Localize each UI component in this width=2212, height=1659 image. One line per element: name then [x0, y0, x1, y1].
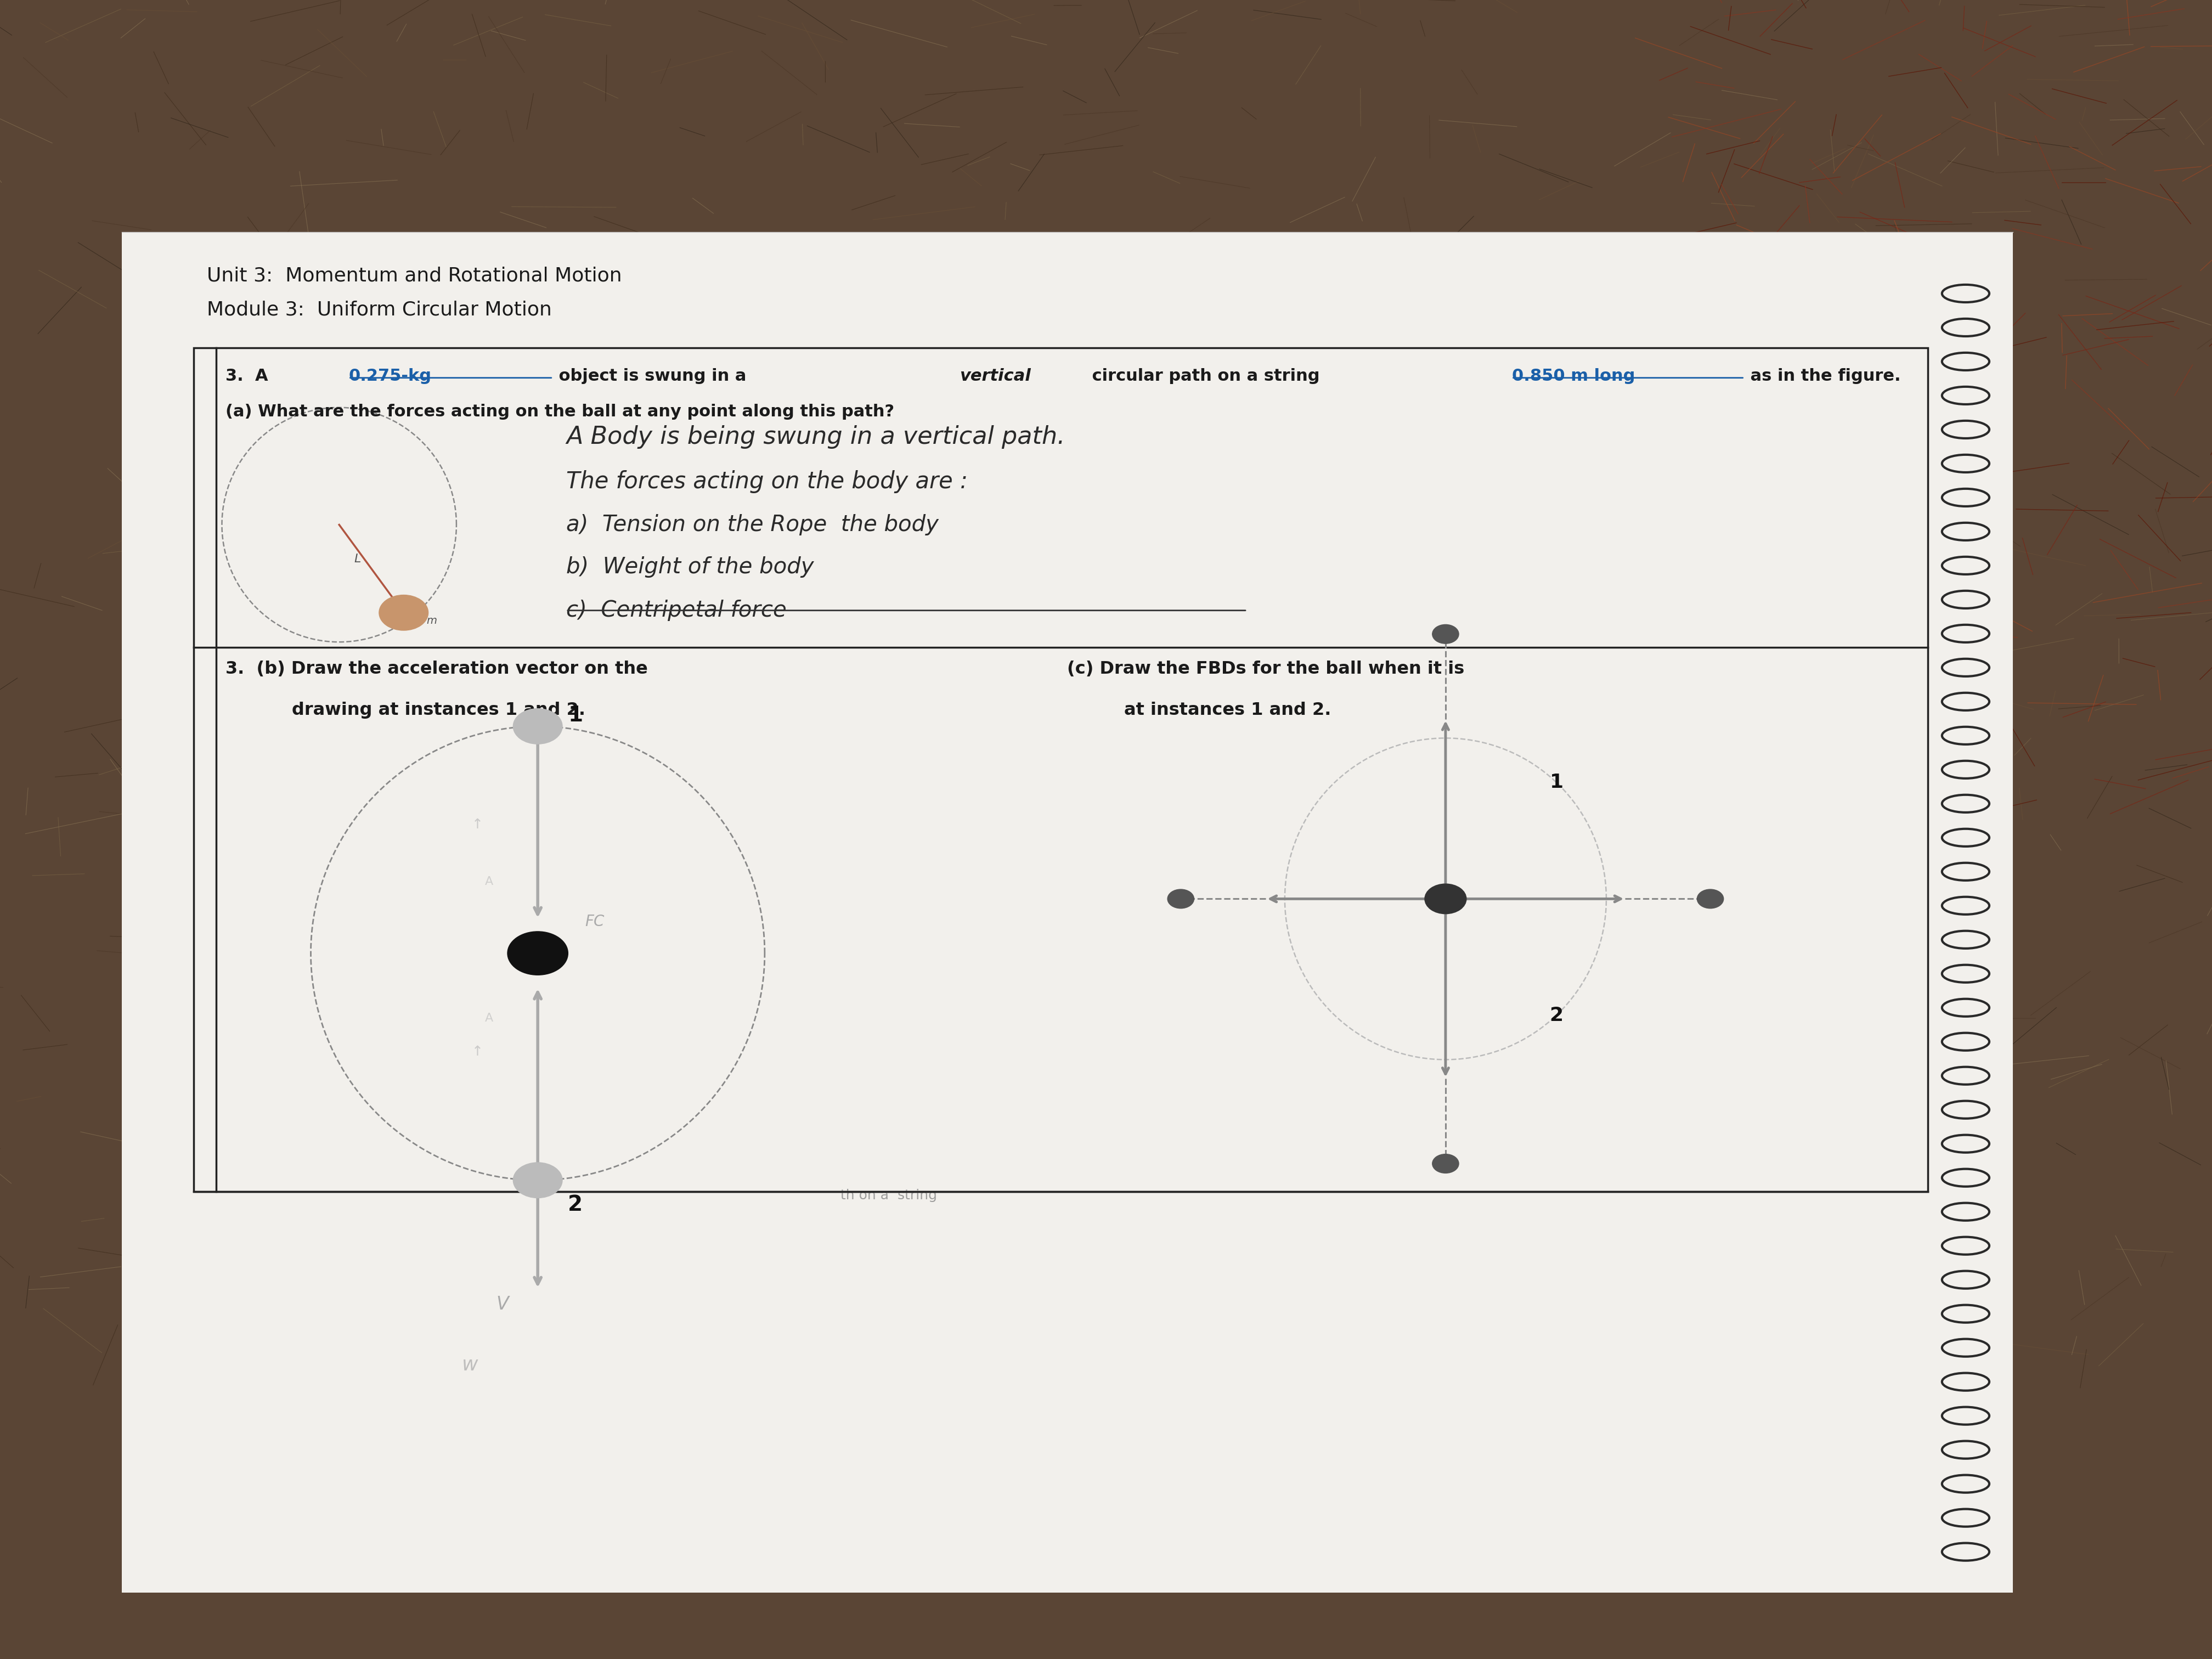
- Text: b)  Weight of the body: b) Weight of the body: [566, 556, 814, 577]
- Text: ↑: ↑: [471, 1045, 482, 1058]
- Circle shape: [1425, 884, 1467, 914]
- Text: 2: 2: [1551, 1007, 1564, 1025]
- Circle shape: [513, 708, 562, 743]
- Text: w: w: [462, 1355, 478, 1375]
- Text: circular path on a string: circular path on a string: [1086, 368, 1325, 385]
- Circle shape: [513, 1163, 562, 1198]
- Text: 0.850 m long: 0.850 m long: [1511, 368, 1635, 385]
- Text: The forces acting on the body are :: The forces acting on the body are :: [566, 471, 967, 493]
- Text: Module 3:  Uniform Circular Motion: Module 3: Uniform Circular Motion: [206, 300, 551, 319]
- Text: as in the figure.: as in the figure.: [1745, 368, 1900, 385]
- Text: ↑: ↑: [471, 818, 482, 831]
- Text: 1: 1: [568, 705, 584, 727]
- Circle shape: [1168, 889, 1194, 909]
- FancyBboxPatch shape: [122, 232, 2013, 1593]
- Text: Unit 3:  Momentum and Rotational Motion: Unit 3: Momentum and Rotational Motion: [206, 267, 622, 285]
- Text: L: L: [354, 554, 361, 564]
- Circle shape: [378, 596, 429, 630]
- Text: drawing at instances 1 and 2.: drawing at instances 1 and 2.: [292, 702, 586, 718]
- Circle shape: [1433, 624, 1458, 644]
- Text: 0.275-kg: 0.275-kg: [349, 368, 431, 385]
- Text: object is swung in a: object is swung in a: [553, 368, 752, 385]
- Text: at instances 1 and 2.: at instances 1 and 2.: [1124, 702, 1332, 718]
- Text: th on a  string: th on a string: [841, 1188, 938, 1201]
- Circle shape: [1697, 889, 1723, 909]
- Text: A Body is being swung in a vertical path.: A Body is being swung in a vertical path…: [566, 425, 1064, 450]
- Text: 1: 1: [1551, 773, 1564, 791]
- Text: A: A: [484, 876, 493, 888]
- Circle shape: [1433, 1155, 1458, 1173]
- Text: vertical: vertical: [960, 368, 1031, 385]
- Text: 3.  (b) Draw the acceleration vector on the: 3. (b) Draw the acceleration vector on t…: [226, 660, 648, 679]
- Text: FC: FC: [584, 914, 604, 929]
- Text: (a) What are the forces acting on the ball at any point along this path?: (a) What are the forces acting on the ba…: [226, 403, 894, 420]
- Text: 3.  A: 3. A: [226, 368, 274, 385]
- Text: A: A: [484, 1012, 493, 1024]
- Text: (c) Draw the FBDs for the ball when it is: (c) Draw the FBDs for the ball when it i…: [1068, 660, 1464, 679]
- Text: V: V: [495, 1296, 509, 1314]
- Text: m: m: [427, 615, 436, 625]
- Circle shape: [507, 931, 568, 975]
- Text: a)  Tension on the Rope  the body: a) Tension on the Rope the body: [566, 514, 938, 536]
- Text: 2: 2: [568, 1194, 584, 1214]
- Text: c)  Centripetal force: c) Centripetal force: [566, 599, 787, 620]
